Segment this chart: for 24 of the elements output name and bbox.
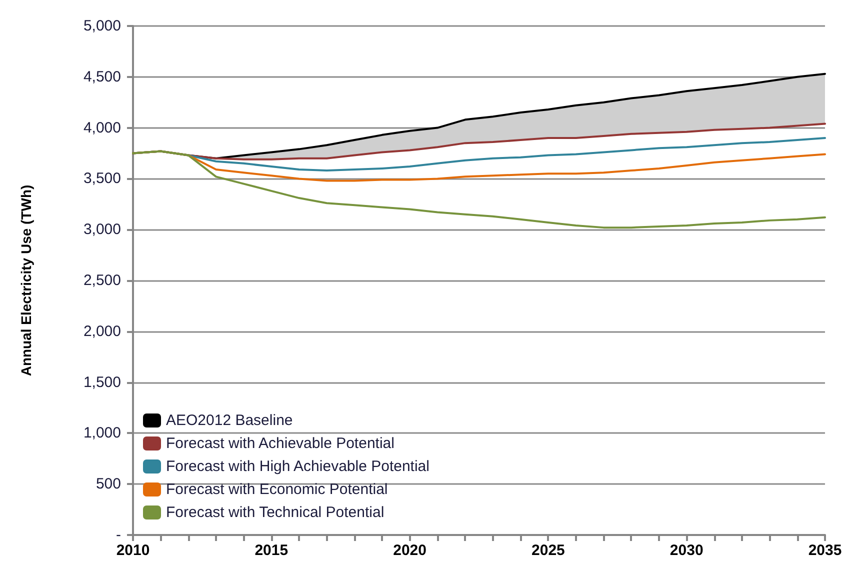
x-tick-label: 2030: [670, 542, 704, 559]
legend-label: Forecast with Economic Potential: [166, 481, 388, 498]
line-series: [132, 150, 826, 229]
y-tick-label: 500: [96, 476, 121, 493]
legend-label: Forecast with Achievable Potential: [166, 435, 394, 452]
y-tick-label: 2,500: [83, 272, 121, 289]
legend-label: Forecast with High Achievable Potential: [166, 458, 430, 475]
y-tick-label: 4,500: [83, 68, 121, 86]
y-tick-label: 1,000: [83, 424, 121, 442]
y-tick-label: 3,000: [83, 221, 121, 238]
y-tick-label: 5,000: [83, 18, 121, 34]
y-tick-label: 4,000: [83, 119, 121, 136]
x-tick-label: 2025: [532, 542, 565, 559]
y-tick-label: 3,500: [83, 170, 121, 188]
y-tick-label: -: [116, 526, 121, 544]
x-tick-label: 2015: [254, 542, 288, 559]
x-tick-label: 2010: [116, 542, 150, 559]
y-tick-label: 2,000: [83, 322, 121, 340]
x-tick-label: 2035: [808, 542, 842, 559]
y-tick-label: 1,500: [83, 374, 121, 391]
legend-label: AEO2012 Baseline: [166, 412, 293, 429]
x-tick-label: 2020: [393, 542, 426, 559]
y-axis-title: Annual Electricity Use (TWh): [18, 184, 34, 376]
legend-label: Forecast with Technical Potential: [166, 504, 384, 521]
